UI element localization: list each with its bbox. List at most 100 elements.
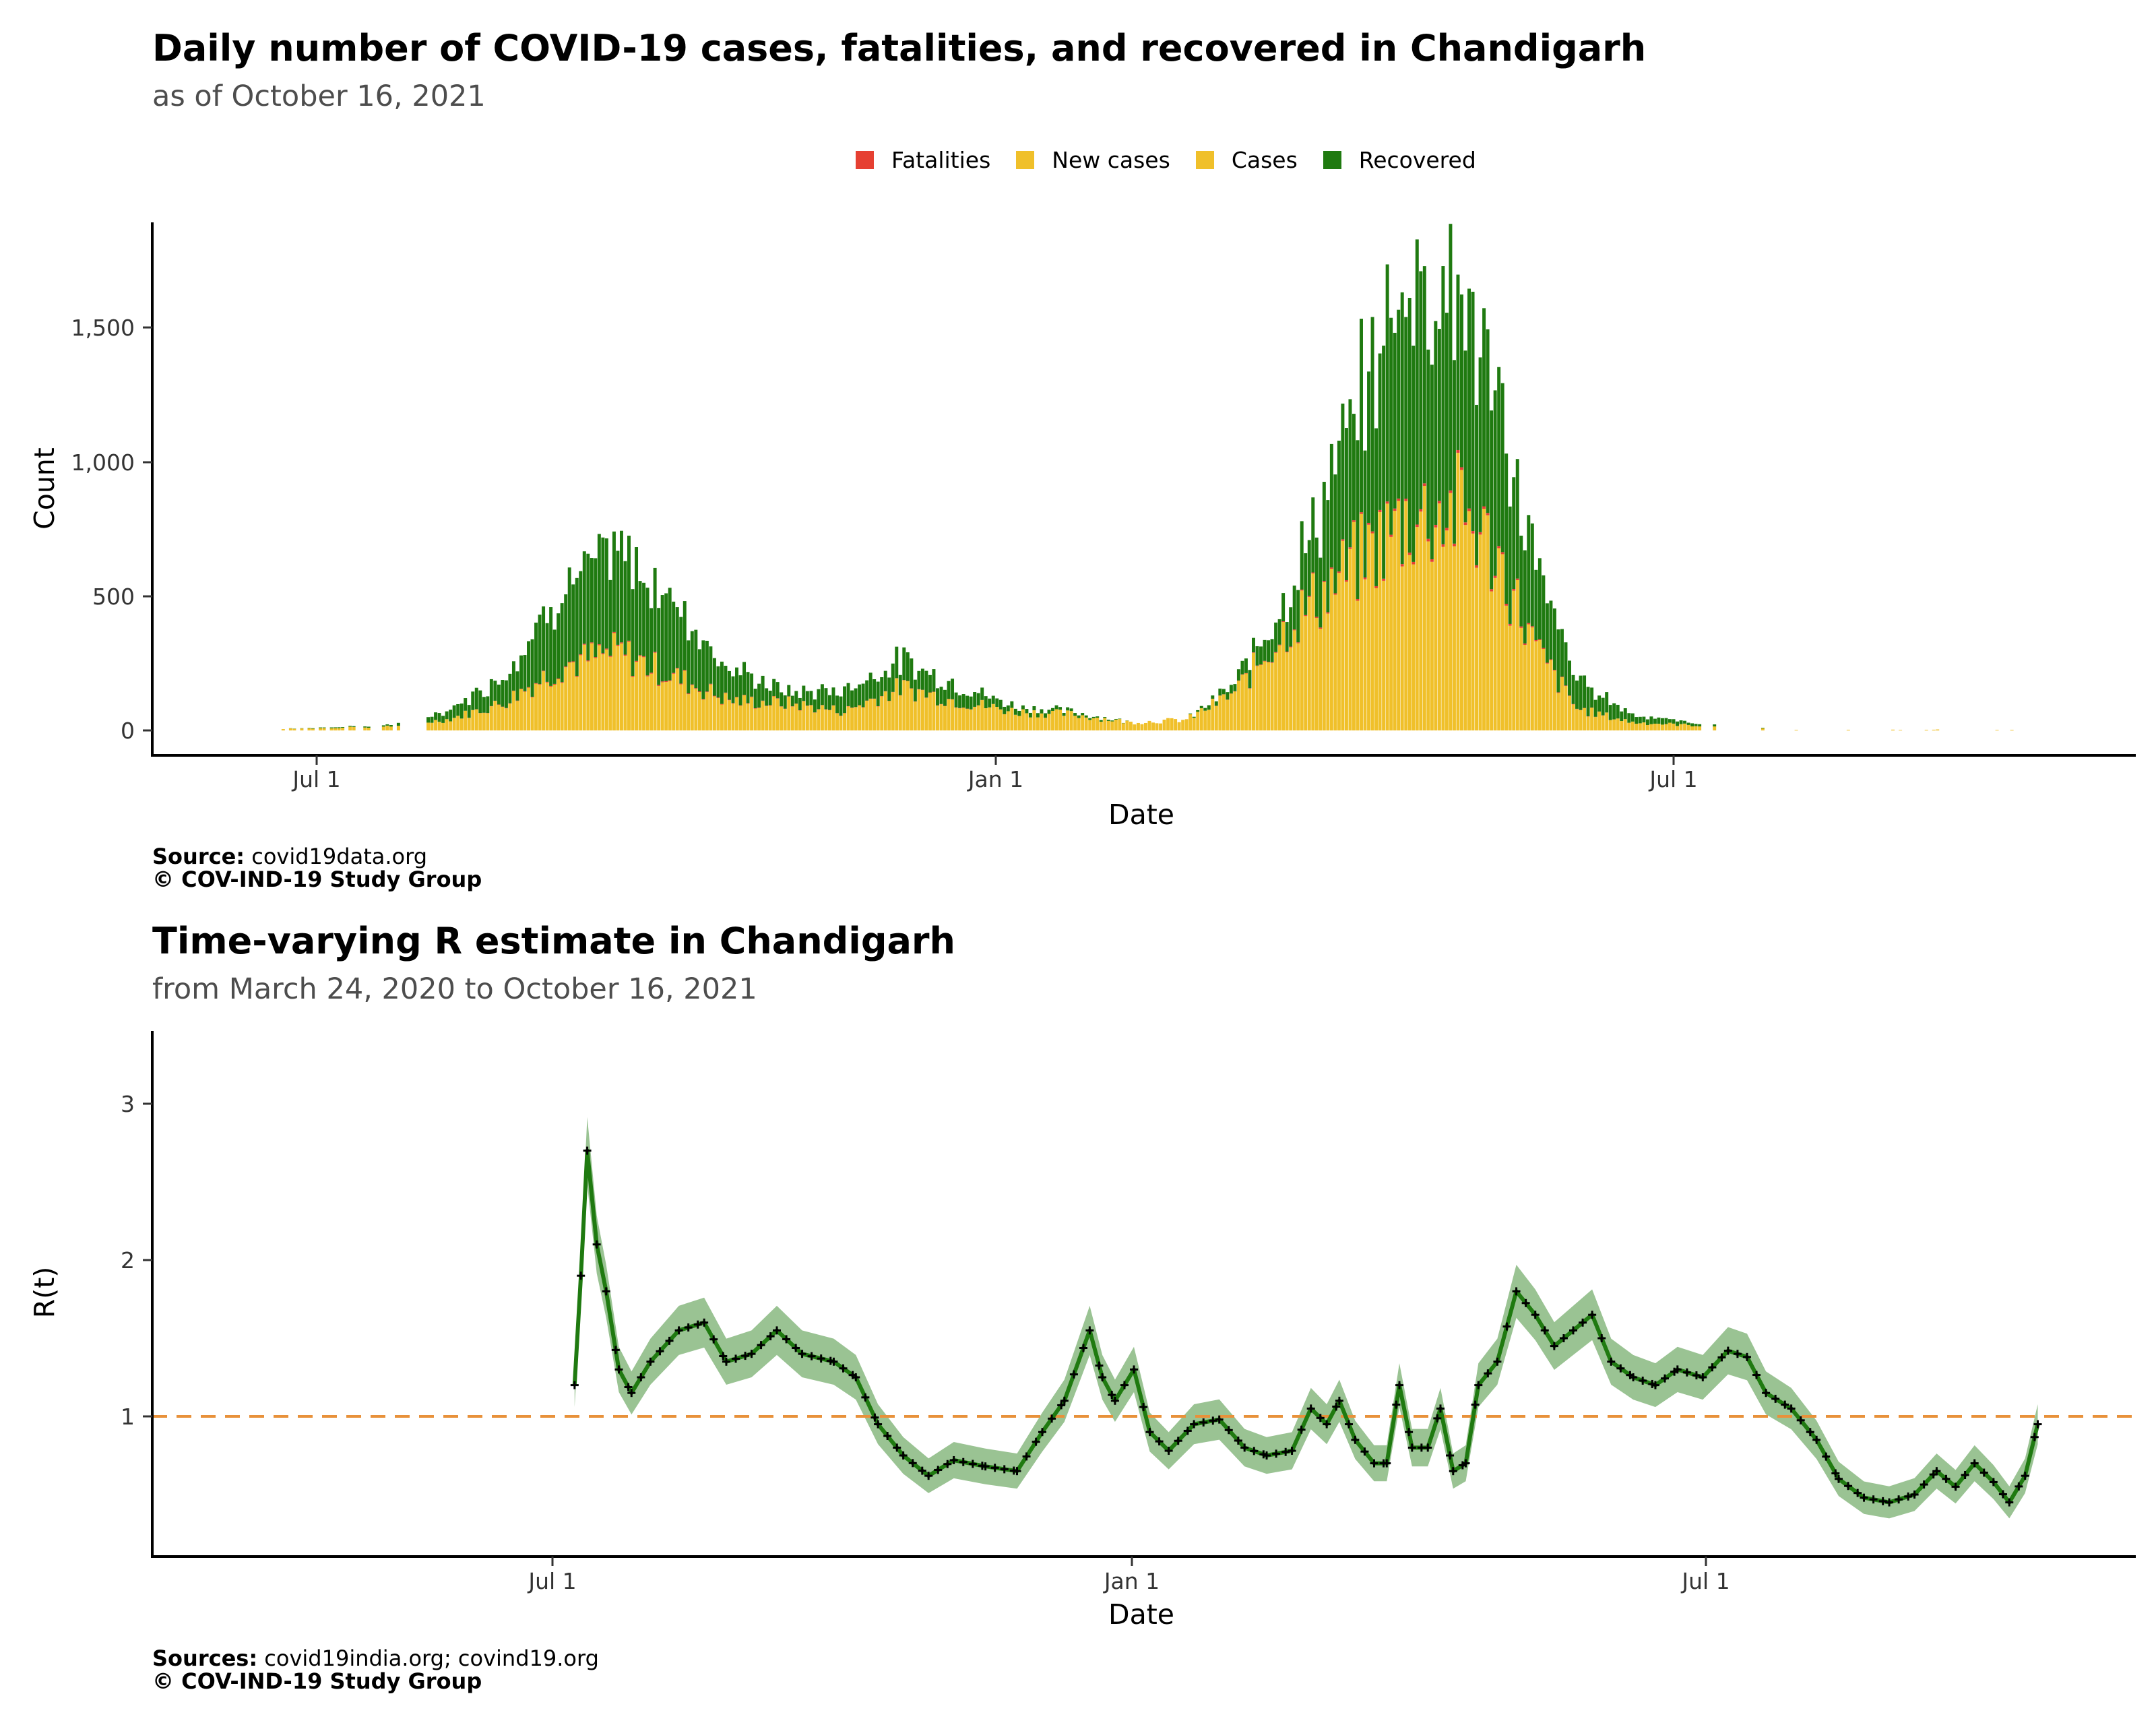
bar-new-cases bbox=[1597, 712, 1602, 730]
bar-recovered bbox=[724, 666, 728, 693]
bar-new-cases bbox=[1028, 717, 1032, 730]
bar-recovered bbox=[649, 608, 654, 673]
bar-new-cases bbox=[984, 708, 988, 730]
bar-new-cases bbox=[1608, 720, 1612, 730]
bar-fatalities bbox=[746, 703, 750, 704]
bar-new-cases bbox=[594, 658, 598, 730]
bar-fatalities bbox=[1523, 643, 1527, 645]
bar-fatalities bbox=[765, 705, 769, 706]
bar-new-cases bbox=[735, 697, 738, 730]
bar-new-cases bbox=[1159, 723, 1163, 730]
bar-recovered bbox=[969, 696, 973, 710]
bar-recovered bbox=[683, 601, 687, 670]
bar-recovered bbox=[552, 629, 557, 684]
bar-new-cases bbox=[1698, 726, 1702, 730]
bar-recovered bbox=[527, 641, 530, 687]
bar-new-cases bbox=[1579, 710, 1583, 730]
bar-new-cases bbox=[1285, 652, 1289, 730]
x-tick-label-jul-1-2020: Jul 1 bbox=[291, 766, 340, 792]
bar-recovered bbox=[991, 695, 995, 704]
bar-fatalities bbox=[716, 697, 720, 699]
bar-new-cases bbox=[635, 662, 639, 730]
bar-recovered bbox=[1352, 414, 1356, 521]
bar-fatalities bbox=[1311, 572, 1315, 574]
bar-recovered bbox=[1106, 720, 1110, 721]
bar-new-cases bbox=[1761, 728, 1765, 730]
bar-recovered bbox=[1091, 716, 1096, 718]
bar-recovered bbox=[1649, 716, 1653, 724]
bar-recovered bbox=[508, 673, 512, 703]
bar-new-cases bbox=[716, 698, 720, 730]
bar-recovered bbox=[1463, 350, 1467, 523]
bar-fatalities bbox=[1263, 660, 1267, 662]
bar-new-cases bbox=[694, 689, 698, 730]
bar-recovered bbox=[687, 640, 691, 694]
bar-recovered bbox=[642, 582, 646, 656]
bar-fatalities bbox=[1274, 652, 1278, 653]
bar-recovered bbox=[995, 698, 999, 707]
bottom-chart-subtitle: from March 24, 2020 to October 16, 2021 bbox=[152, 972, 757, 1006]
bar-recovered bbox=[917, 670, 921, 689]
bar-new-cases bbox=[961, 708, 965, 730]
bar-recovered bbox=[1568, 660, 1571, 696]
bar-new-cases bbox=[1478, 534, 1482, 730]
bar-recovered bbox=[523, 655, 527, 691]
bar-recovered bbox=[947, 681, 951, 699]
bar-new-cases bbox=[1013, 714, 1017, 730]
bar-recovered bbox=[906, 652, 910, 681]
bar-recovered bbox=[895, 646, 899, 679]
bar-new-cases bbox=[880, 696, 884, 730]
bar-new-cases bbox=[1054, 709, 1058, 730]
bar-fatalities bbox=[1307, 596, 1311, 597]
bar-new-cases bbox=[1404, 501, 1408, 730]
bar-recovered bbox=[1508, 506, 1512, 624]
bar-new-cases bbox=[1348, 548, 1352, 730]
bar-recovered bbox=[352, 726, 356, 727]
bar-fatalities bbox=[1389, 534, 1393, 537]
bar-fatalities bbox=[1486, 513, 1490, 515]
bar-recovered bbox=[1360, 318, 1363, 513]
bar-new-cases bbox=[307, 728, 311, 730]
bar-fatalities bbox=[560, 682, 564, 683]
bar-recovered bbox=[1096, 716, 1100, 718]
bar-new-cases bbox=[1623, 719, 1627, 730]
x-ticks: Jul 1 Jan 1 Jul 1 bbox=[291, 755, 1698, 792]
bar-new-cases bbox=[1222, 694, 1226, 730]
bar-new-cases bbox=[1467, 511, 1471, 730]
bar-recovered bbox=[459, 703, 464, 719]
bar-recovered bbox=[1314, 537, 1319, 617]
bar-new-cases bbox=[1486, 515, 1490, 730]
rt-estimate-chart: 1 2 3 Jul 1 Jan 1 Jul 1 Date R(t) bbox=[28, 1031, 2136, 1631]
bar-fatalities bbox=[727, 699, 731, 701]
bar-recovered bbox=[1333, 474, 1337, 594]
bar-new-cases bbox=[657, 685, 661, 730]
bar-new-cases bbox=[389, 726, 393, 730]
bar-new-cases bbox=[705, 692, 709, 730]
bar-recovered bbox=[1044, 713, 1047, 718]
bar-new-cases bbox=[1032, 710, 1036, 730]
bar-new-cases bbox=[1047, 714, 1051, 730]
bar-fatalities bbox=[1329, 567, 1333, 569]
bar-recovered bbox=[1530, 523, 1534, 627]
bar-recovered bbox=[601, 537, 605, 654]
bar-new-cases bbox=[1568, 695, 1571, 730]
bar-new-cases bbox=[1601, 715, 1605, 730]
bar-new-cases bbox=[385, 725, 389, 730]
bar-recovered bbox=[1579, 675, 1583, 710]
bar-recovered bbox=[1642, 716, 1646, 723]
bar-recovered bbox=[1672, 719, 1676, 724]
bar-new-cases bbox=[1162, 719, 1166, 730]
bar-new-cases bbox=[1307, 596, 1311, 730]
bar-fatalities bbox=[1356, 598, 1360, 601]
bar-recovered bbox=[515, 671, 519, 701]
bar-recovered bbox=[1051, 708, 1055, 711]
bar-fatalities bbox=[672, 672, 676, 674]
bar-recovered bbox=[456, 703, 460, 716]
bar-recovered bbox=[1304, 553, 1308, 615]
bar-fatalities bbox=[753, 708, 757, 709]
top-chart-subtitle: as of October 16, 2021 bbox=[152, 80, 486, 113]
bar-recovered bbox=[817, 689, 821, 710]
bar-new-cases bbox=[1374, 588, 1378, 730]
bar-recovered bbox=[1534, 569, 1538, 640]
bar-fatalities bbox=[1519, 626, 1523, 628]
